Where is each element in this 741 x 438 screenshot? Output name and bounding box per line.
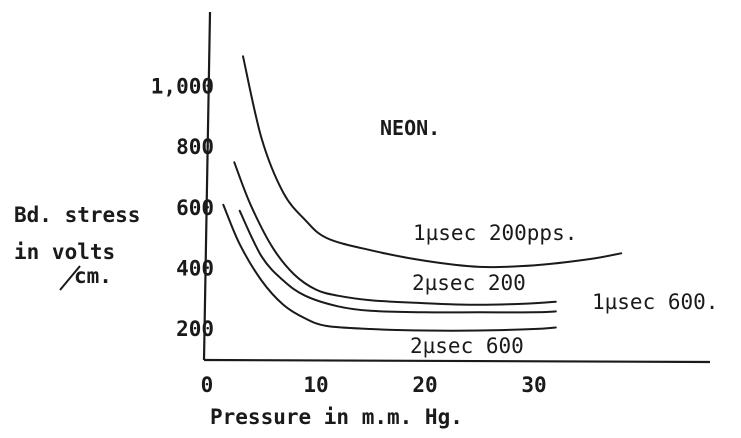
x-axis-title: Pressure in m.m. Hg.: [210, 405, 463, 429]
x-tick-label: 30: [521, 373, 546, 397]
x-axis-line: [203, 358, 711, 364]
y-tick-label: 400: [176, 256, 214, 280]
x-tick-label: 20: [412, 373, 437, 397]
series-line-4: [222, 203, 557, 332]
y-axis-title-slash: [59, 265, 81, 291]
series-line-1: [242, 55, 623, 269]
x-tick-label: 10: [303, 373, 328, 397]
y-axis-title-line-2: in volts: [14, 240, 115, 264]
y-axis-title-line-1: Bd. stress: [14, 203, 140, 227]
y-axis-line: [202, 11, 212, 361]
x-tick-labels: 0 10 20 30: [201, 373, 547, 397]
y-axis-title-line-3: cm.: [74, 264, 112, 288]
y-tick-label: 800: [176, 135, 214, 159]
chart-title: NEON.: [380, 116, 440, 140]
curves: [222, 55, 623, 332]
series-line-2: [233, 161, 557, 306]
x-tick-label: 0: [201, 373, 214, 397]
series-label-4: 2µsec 600: [410, 334, 524, 358]
y-tick-labels: 200 400 600 800 1,000: [151, 75, 214, 341]
series-label-2: 2µsec 200: [412, 271, 526, 295]
series-label-1: 1µsec 200pps.: [413, 221, 577, 245]
series-line-3: [238, 209, 557, 314]
y-tick-label: 1,000: [151, 75, 214, 99]
series-label-3: 1µsec 600.: [592, 290, 718, 314]
y-tick-label: 200: [176, 317, 214, 341]
y-tick-label: 600: [176, 196, 214, 220]
